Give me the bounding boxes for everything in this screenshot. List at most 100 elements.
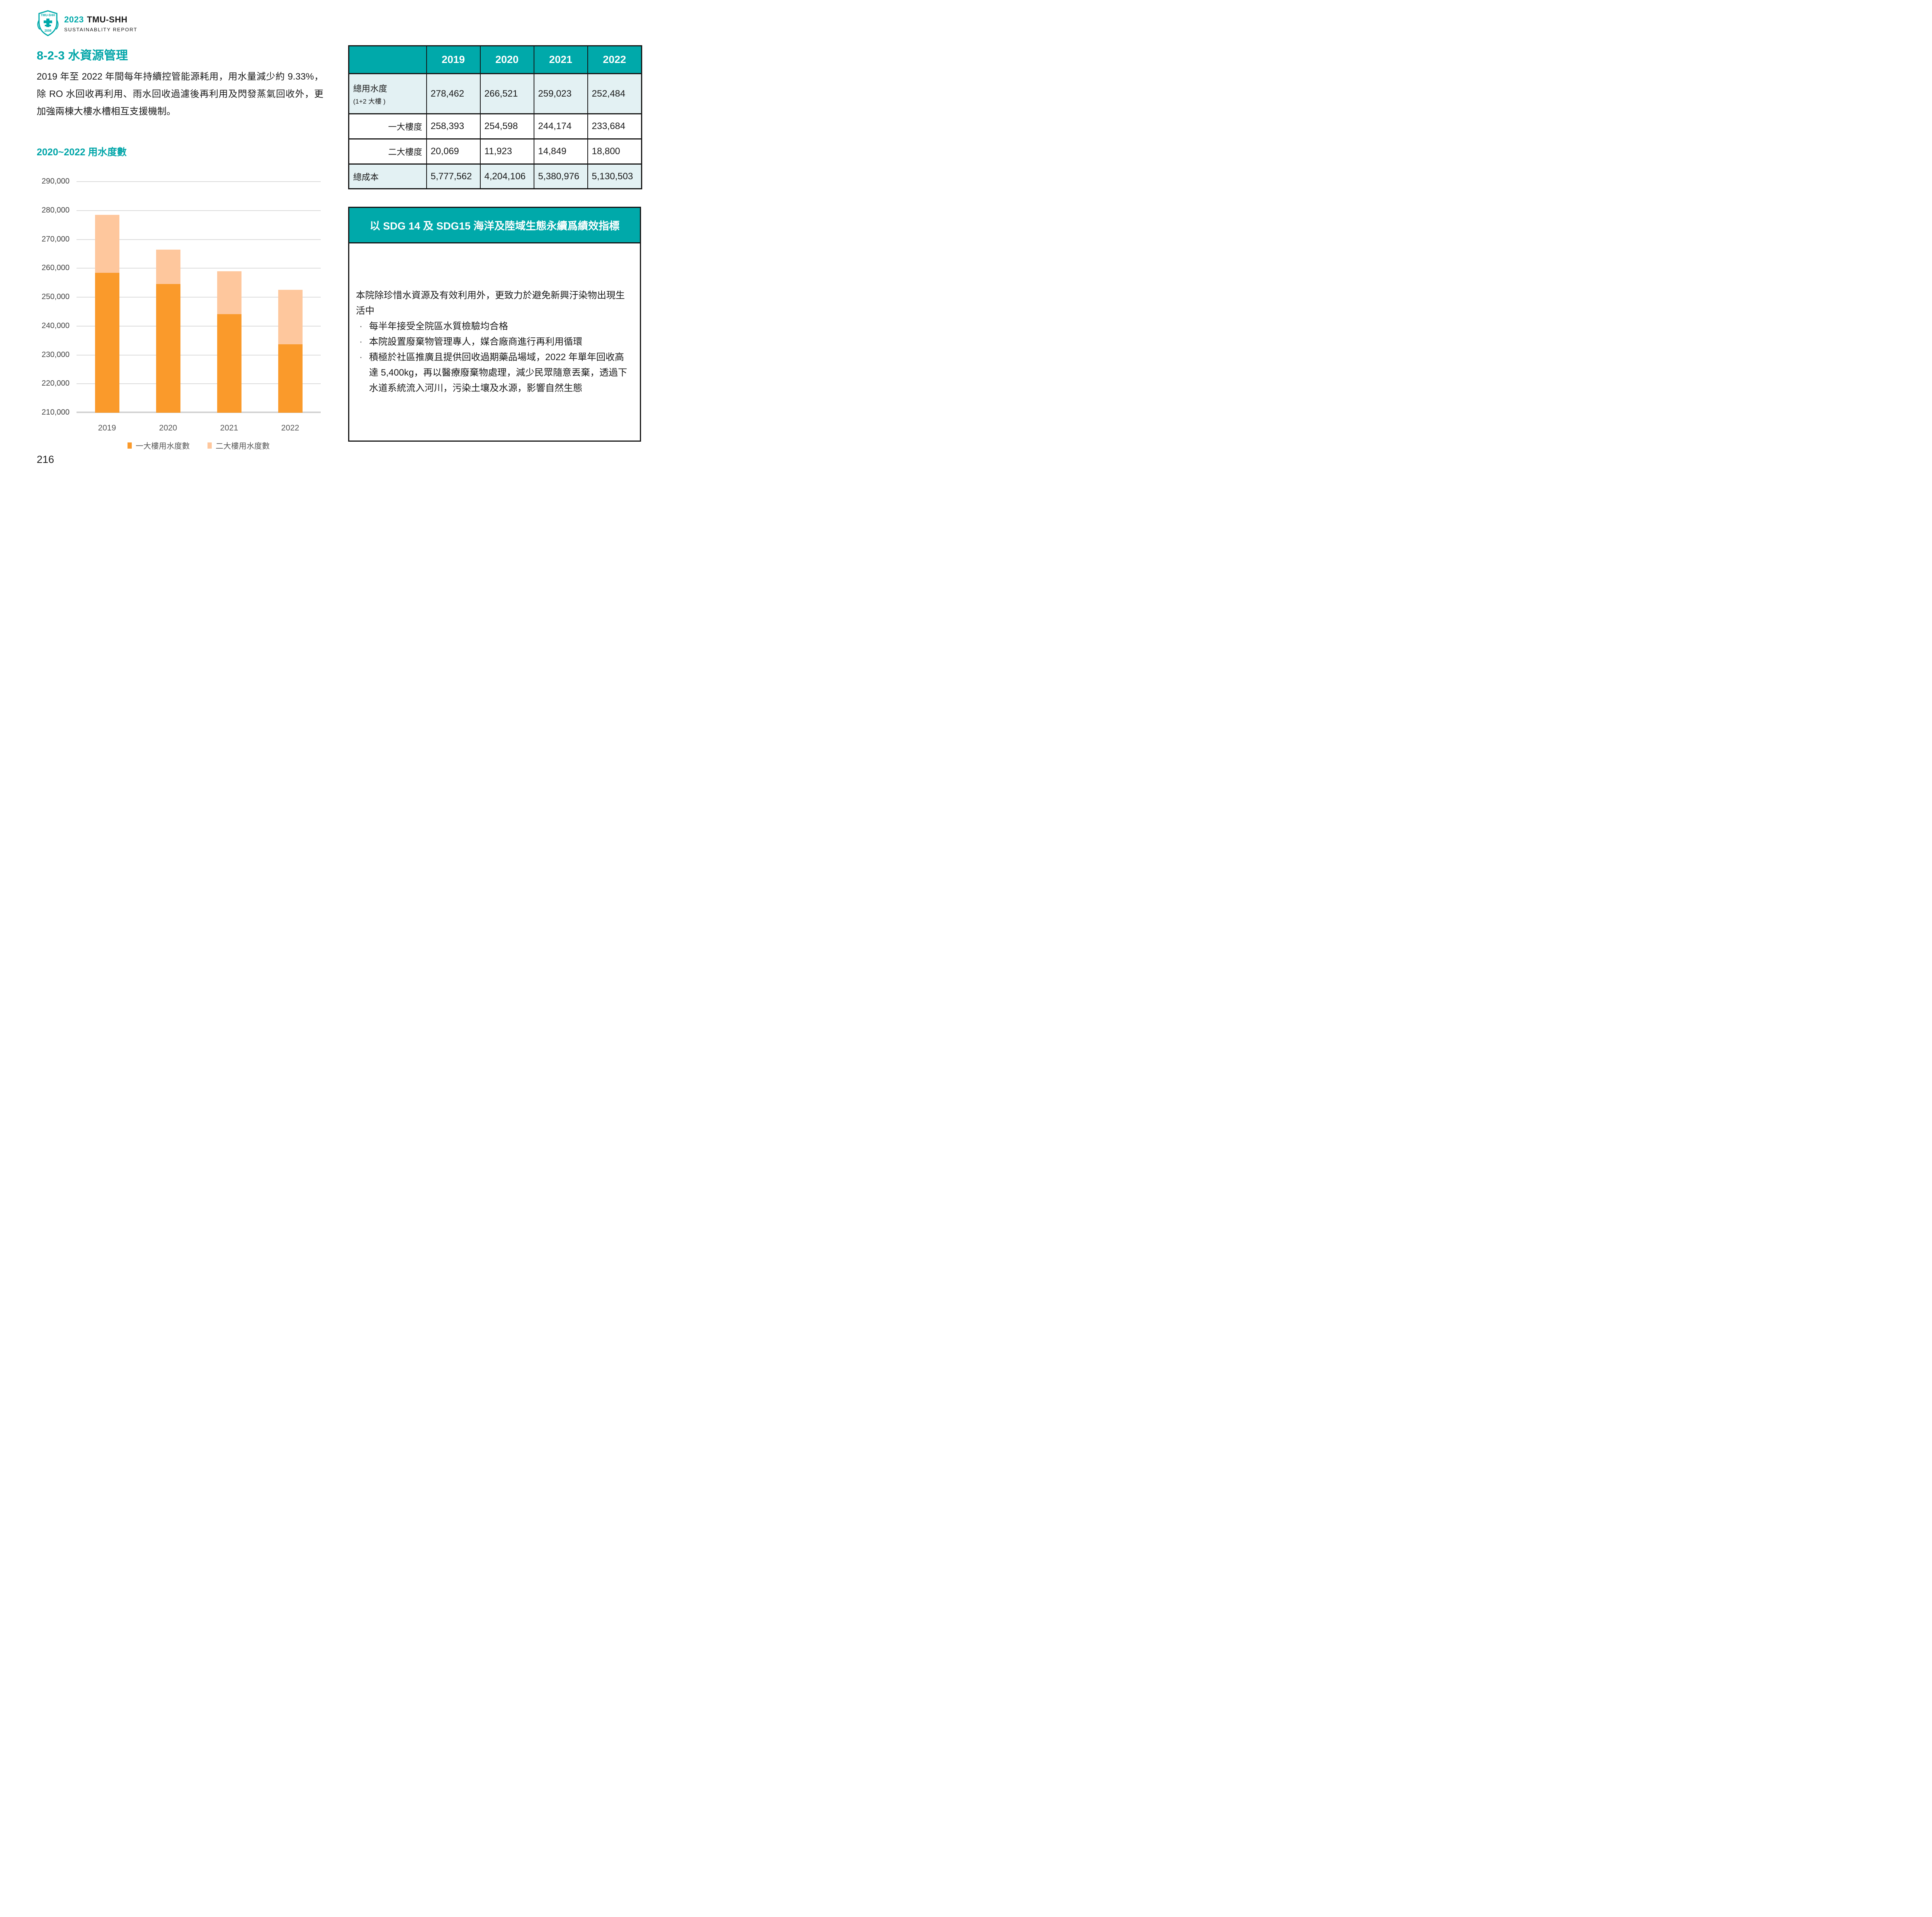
- legend-swatch-icon: [207, 442, 212, 449]
- bullet-text: 本院設置廢棄物管理專人，媒合廠商進行再利用循環: [369, 337, 582, 347]
- report-year: 2023: [64, 15, 84, 24]
- row-label: 總用水度 (1+2 大樓 ): [348, 73, 427, 114]
- row-label: 總成本: [348, 164, 427, 189]
- gridline: [77, 297, 321, 298]
- section-title: 8-2-3 水資源管理: [37, 49, 128, 62]
- table-year-header: 2019: [426, 46, 480, 74]
- table-body: 總用水度 (1+2 大樓 ) 278,462 266,521 259,023 252,48…: [348, 73, 642, 189]
- y-axis-label: 210,000: [41, 408, 70, 417]
- row-label: 二大樓度: [348, 139, 427, 164]
- water-usage-table: 2019 2020 2021 2022 總用水度 (1+2 大樓 ) 278,462 266…: [348, 45, 642, 189]
- logo-cross-icon: [44, 19, 52, 27]
- bullet-dot-icon: ·: [359, 337, 362, 347]
- table-year-header: 2020: [480, 46, 534, 74]
- table-value-cell: 244,174: [533, 114, 588, 139]
- page-number: 216: [37, 454, 54, 465]
- bullet-text: 每半年接受全院區水質檢驗均合格: [369, 321, 508, 332]
- report-subtitle: SUSTAINABLITY REPORT: [64, 27, 138, 32]
- section-paragraph: 2019 年至 2022 年間每年持續控管能源耗用，用水量減少約 9.33%，除…: [37, 71, 323, 117]
- table-value-cell: 278,462: [426, 73, 480, 114]
- bullet-dot-icon: ·: [359, 321, 362, 332]
- table-header-row: 2019 2020 2021 2022: [348, 46, 642, 74]
- table-value-cell: 20,069: [426, 139, 480, 164]
- table-corner-cell: [348, 46, 427, 74]
- table-value-cell: 266,521: [480, 73, 534, 114]
- row-label: 一大樓度: [348, 114, 427, 139]
- table-value-cell: 259,023: [533, 73, 588, 114]
- gridline: [77, 239, 321, 240]
- gridline: [77, 268, 321, 269]
- table-value-cell: 258,393: [426, 114, 480, 139]
- table-row: 總成本 5,777,562 4,204,106 5,380,976 5,130,503: [348, 164, 642, 189]
- table-value-cell: 254,598: [480, 114, 534, 139]
- sdg-intro-text: 本院除珍惜水資源及有效利用外，更致力於避免新興汙染物出現生活中: [356, 290, 625, 316]
- y-axis-label: 240,000: [41, 321, 70, 330]
- y-axis-label: 290,000: [41, 177, 70, 185]
- table-value-cell: 14,849: [533, 139, 588, 164]
- y-axis-label: 250,000: [41, 293, 70, 301]
- x-axis-label: 2019: [98, 424, 116, 432]
- x-axis-label: 2021: [220, 424, 238, 432]
- logo-org-text: TMU-SHH: [41, 14, 55, 17]
- legend-item: 一大樓用水度數: [128, 440, 190, 451]
- gridline: [77, 210, 321, 211]
- tmu-shh-logo: TMU-SHH 2008: [37, 10, 59, 36]
- table-row: 二大樓度 20,069 11,923 14,849 18,800: [348, 139, 642, 164]
- sdg-bullet-item: · 本院設置廢棄物管理專人，媒合廠商進行再利用循環: [356, 334, 630, 350]
- y-axis-label: 280,000: [41, 206, 70, 214]
- sdg-bullet-item: · 積極於社區推廣且提供回收過期藥品場域，2022 年單年回收高達 5,400kg…: [356, 350, 630, 396]
- gridline: [77, 325, 321, 327]
- report-brand: 2023 TMU-SHH SUSTAINABLITY REPORT: [64, 15, 138, 32]
- table-header: 2019 2020 2021 2022: [348, 46, 642, 74]
- chart-title: 2020~2022 用水度數: [37, 147, 127, 158]
- bar-segment-2022-一大樓用水度數: [278, 344, 303, 413]
- bar-segment-2019-一大樓用水度數: [95, 273, 119, 413]
- y-axis-label: 270,000: [41, 235, 70, 243]
- logo-year-text: 2008: [44, 29, 51, 32]
- table-value-cell: 233,684: [587, 114, 642, 139]
- sdg-highlight-box: 以 SDG 14 及 SDG15 海洋及陸域生態永續爲績效指標 本院除珍惜水資源…: [348, 207, 641, 442]
- sdg-bullet-list: · 每半年接受全院區水質檢驗均合格 · 本院設置廢棄物管理專人，媒合廠商進行再利用循環…: [356, 319, 630, 396]
- table-value-cell: 11,923: [480, 139, 534, 164]
- legend-label: 一大樓用水度數: [136, 442, 190, 451]
- sdg-bullet-item: · 每半年接受全院區水質檢驗均合格: [356, 319, 630, 334]
- gridline: [77, 354, 321, 356]
- x-axis-label: 2022: [281, 424, 299, 432]
- bar-segment-2022-二大樓用水度數: [278, 290, 303, 344]
- y-axis-label: 230,000: [41, 350, 70, 359]
- bar-segment-2021-一大樓用水度數: [217, 314, 242, 413]
- report-org: TMU-SHH: [87, 15, 128, 24]
- gridline: [77, 181, 321, 182]
- gridline: [77, 383, 321, 384]
- table-year-header: 2022: [587, 46, 642, 74]
- bullet-text: 積極於社區推廣且提供回收過期藥品場域，2022 年單年回收高達 5,400kg，…: [369, 352, 628, 393]
- water-usage-chart: 210,000 220,000 230,000 240,000 250,000 260,0…: [34, 173, 328, 455]
- table-year-header: 2021: [533, 46, 588, 74]
- chart-plot-area: [77, 181, 321, 413]
- bullet-dot-icon: ·: [359, 352, 362, 362]
- table-value-cell: 5,777,562: [426, 164, 480, 189]
- chart-legend: 一大樓用水度數 二大樓用水度數: [77, 440, 321, 451]
- table-value-cell: 5,130,503: [587, 164, 642, 189]
- sdg-box-body: 本院除珍惜水資源及有效利用外，更致力於避免新興汙染物出現生活中 · 每半年接受全院…: [349, 243, 640, 441]
- legend-label: 二大樓用水度數: [216, 442, 270, 451]
- row-sublabel: (1+2 大樓 ): [353, 98, 386, 105]
- bar-segment-2020-二大樓用水度數: [156, 249, 180, 284]
- table-row: 一大樓度 258,393 254,598 244,174 233,684: [348, 114, 642, 139]
- bar-segment-2020-一大樓用水度數: [156, 284, 180, 413]
- y-axis-label: 220,000: [41, 379, 70, 388]
- legend-swatch-icon: [128, 442, 132, 449]
- shield-emblem-icon: TMU-SHH 2008: [37, 10, 59, 36]
- table-row: 總用水度 (1+2 大樓 ) 278,462 266,521 259,023 252,48…: [348, 73, 642, 114]
- sdg-box-title: 以 SDG 14 及 SDG15 海洋及陸域生態永續爲績效指標: [349, 208, 640, 243]
- bar-segment-2019-二大樓用水度數: [95, 215, 119, 273]
- legend-item: 二大樓用水度數: [207, 440, 270, 451]
- x-axis-label: 2020: [159, 424, 177, 432]
- bar-segment-2021-二大樓用水度數: [217, 271, 242, 314]
- table-value-cell: 4,204,106: [480, 164, 534, 189]
- table-value-cell: 5,380,976: [533, 164, 588, 189]
- report-title: 2023 TMU-SHH: [64, 15, 138, 25]
- table-value-cell: 18,800: [587, 139, 642, 164]
- table-value-cell: 252,484: [587, 73, 642, 114]
- gridline: [77, 412, 321, 413]
